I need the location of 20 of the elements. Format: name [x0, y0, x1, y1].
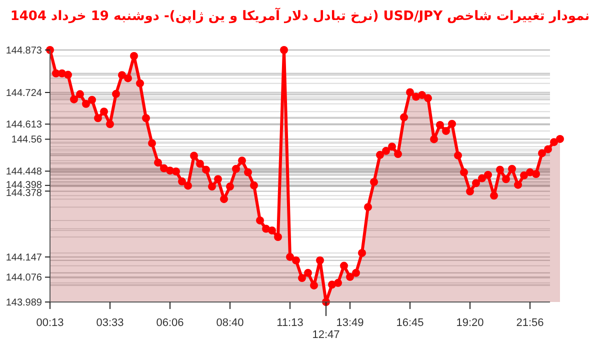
x-tick-label: 08:40 [216, 317, 244, 329]
x-tick-label: 19:20 [456, 317, 484, 329]
x-tick-label: 21:56 [516, 317, 544, 329]
y-tick-label: 144.147 [6, 252, 42, 264]
x-tick-label: 16:45 [396, 317, 424, 329]
x-tick-label: 06:06 [156, 317, 184, 329]
y-tick-label: 144.076 [6, 272, 42, 284]
y-tick-label: 144.873 [6, 46, 42, 56]
y-tick-label: 144.56 [11, 134, 42, 146]
y-tick-label: 144.448 [6, 166, 42, 178]
chart-title: نمودار تغییرات شاخص USD/JPY (نرخ تبادل دلار آمریکا و ین ژاپن)- دوشنبه 19 خرداد 1404 [10, 7, 590, 24]
y-tick-label: 143.989 [6, 298, 42, 308]
x-tick-label: 12:47 [312, 329, 340, 341]
x-tick-label: 03:33 [96, 317, 124, 329]
y-tick-label: 144.378 [6, 188, 42, 199]
x-tick-label: 11:13 [276, 317, 304, 329]
y-tick-label: 144.724 [6, 88, 42, 99]
y-tick-label: 144.613 [6, 120, 42, 131]
x-tick-label: 13:49 [336, 317, 364, 329]
x-tick-label: 00:13 [36, 317, 64, 329]
